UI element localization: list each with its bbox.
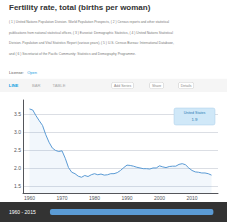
svg-text:1.5: 1.5	[14, 183, 21, 189]
svg-text:LINE: LINE	[9, 83, 19, 88]
svg-text:Division. Population and Vital: Division. Population and Vital Statistic…	[9, 41, 174, 45]
svg-text:3.0: 3.0	[14, 129, 21, 135]
svg-text:publications from national sta: publications from national statistical o…	[9, 31, 173, 35]
svg-text:2.0: 2.0	[14, 165, 21, 171]
svg-text:2.5: 2.5	[14, 147, 21, 153]
svg-text:3.5: 3.5	[14, 111, 21, 117]
svg-text:( 1 ) United Nations Populatio: ( 1 ) United Nations Population Division…	[9, 20, 169, 24]
svg-text:and ( 6 ) Secretariat of the P: and ( 6 ) Secretariat of the Pacific Com…	[9, 52, 136, 56]
svg-text:1990: 1990	[121, 195, 132, 201]
svg-text:License:: License:	[9, 70, 24, 75]
svg-text:Open: Open	[27, 70, 37, 75]
svg-text:Share: Share	[152, 84, 161, 88]
svg-text:2010: 2010	[186, 195, 197, 201]
svg-text:TABLE: TABLE	[53, 83, 66, 88]
svg-text:Details: Details	[181, 84, 192, 88]
svg-text:BAR: BAR	[32, 83, 41, 88]
svg-text:Add Series: Add Series	[114, 84, 131, 88]
svg-text:1960 - 2015: 1960 - 2015	[9, 209, 36, 215]
svg-text:1980: 1980	[89, 195, 100, 201]
svg-text:Fertility rate, total (births: Fertility rate, total (births per woman)	[9, 3, 151, 12]
svg-text:2000: 2000	[154, 195, 165, 201]
svg-text:1.9: 1.9	[191, 117, 198, 122]
svg-text:United States: United States	[184, 111, 206, 115]
svg-text:1970: 1970	[56, 195, 67, 201]
svg-text:1960: 1960	[24, 195, 35, 201]
